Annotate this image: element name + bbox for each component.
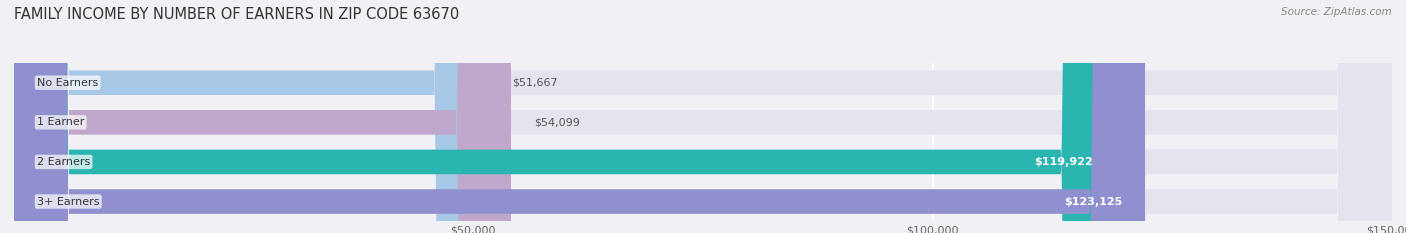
Text: Source: ZipAtlas.com: Source: ZipAtlas.com xyxy=(1281,7,1392,17)
FancyBboxPatch shape xyxy=(14,0,1115,233)
Text: 2 Earners: 2 Earners xyxy=(37,157,90,167)
FancyBboxPatch shape xyxy=(14,0,1144,233)
FancyBboxPatch shape xyxy=(14,0,489,233)
Text: 1 Earner: 1 Earner xyxy=(37,117,84,127)
FancyBboxPatch shape xyxy=(14,0,1392,233)
FancyBboxPatch shape xyxy=(14,0,1392,233)
Text: FAMILY INCOME BY NUMBER OF EARNERS IN ZIP CODE 63670: FAMILY INCOME BY NUMBER OF EARNERS IN ZI… xyxy=(14,7,460,22)
FancyBboxPatch shape xyxy=(14,0,1392,233)
FancyBboxPatch shape xyxy=(14,0,510,233)
FancyBboxPatch shape xyxy=(14,0,1392,233)
Text: 3+ Earners: 3+ Earners xyxy=(37,197,100,206)
Text: $123,125: $123,125 xyxy=(1064,197,1122,206)
Text: $54,099: $54,099 xyxy=(534,117,579,127)
Text: No Earners: No Earners xyxy=(37,78,98,88)
Text: $51,667: $51,667 xyxy=(512,78,557,88)
Text: $119,922: $119,922 xyxy=(1033,157,1092,167)
